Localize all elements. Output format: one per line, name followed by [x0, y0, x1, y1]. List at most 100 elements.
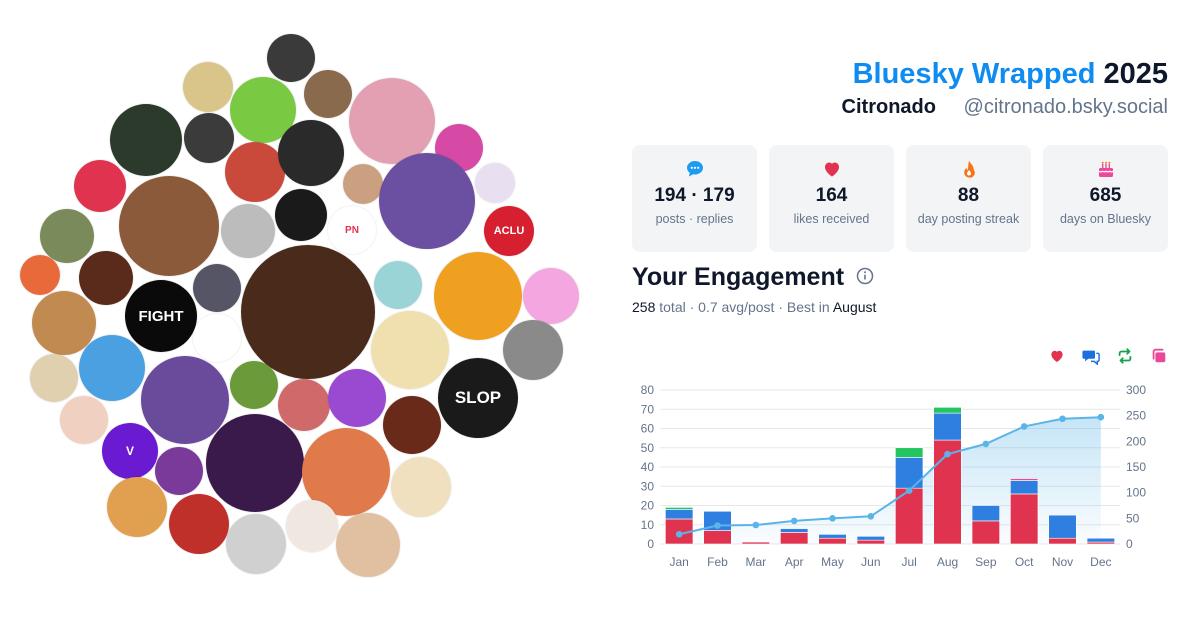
avatar[interactable]: [32, 291, 96, 355]
avatar[interactable]: [304, 70, 352, 118]
avatar[interactable]: [349, 78, 435, 164]
cumulative-point: [944, 450, 951, 458]
cumulative-point: [982, 440, 990, 448]
avatar[interactable]: [193, 264, 241, 312]
avatar[interactable]: [79, 335, 145, 401]
cumulative-point: [752, 521, 760, 529]
cumulative-point: [790, 517, 798, 525]
avatar[interactable]: [225, 142, 285, 202]
avatar[interactable]: [110, 104, 182, 176]
bar-segment: [933, 412, 962, 441]
stat-posts: 194 · 179 posts · replies: [632, 145, 757, 252]
bar-segment: [1010, 493, 1039, 545]
avatar[interactable]: FIGHT: [125, 280, 197, 352]
display-name: Citronado: [841, 96, 936, 118]
avatar[interactable]: [374, 261, 422, 309]
avatar[interactable]: [193, 314, 241, 362]
avatar[interactable]: V: [102, 423, 158, 479]
avatar[interactable]: [434, 252, 522, 340]
avatar[interactable]: [328, 369, 386, 427]
info-icon[interactable]: [856, 263, 874, 292]
y2-tick-label: 300: [1126, 383, 1146, 397]
bar-segment: [703, 530, 732, 545]
user-handle: @citronado.bsky.social: [963, 96, 1168, 118]
bar-segment: [780, 528, 809, 533]
bar-segment: [1048, 537, 1077, 545]
avatar[interactable]: [221, 204, 275, 258]
bar-segment: [971, 520, 1000, 545]
cake-icon: [1096, 159, 1116, 179]
avatar[interactable]: [40, 209, 94, 263]
avatar[interactable]: [79, 251, 133, 305]
avatar[interactable]: [241, 245, 375, 379]
avatar[interactable]: [183, 62, 233, 112]
avatar[interactable]: [141, 356, 229, 444]
bar-segment: [780, 532, 809, 545]
avatar[interactable]: [267, 34, 315, 82]
avatar[interactable]: [155, 447, 203, 495]
avatar[interactable]: [206, 414, 304, 512]
avatar[interactable]: [336, 513, 400, 577]
avatar[interactable]: [391, 457, 451, 517]
x-tick-label: May: [821, 555, 844, 569]
avatar[interactable]: [230, 361, 278, 409]
engagement-title: Your Engagement: [632, 263, 874, 292]
avatar[interactable]: [169, 494, 229, 554]
avatar[interactable]: [60, 396, 108, 444]
bar-segment: [856, 536, 885, 541]
avatar[interactable]: [503, 320, 563, 380]
avatar[interactable]: [286, 500, 338, 552]
avatar[interactable]: [379, 153, 475, 249]
avatar[interactable]: SLOP: [438, 358, 518, 438]
y2-tick-label: 200: [1126, 434, 1146, 448]
x-tick-label: Aug: [937, 555, 958, 569]
avatar[interactable]: [475, 163, 515, 203]
y-tick-label: 80: [641, 383, 655, 397]
y-tick-label: 20: [641, 499, 655, 513]
y-tick-label: 0: [647, 537, 654, 551]
stat-label: days on Bluesky: [1059, 212, 1152, 226]
avatar[interactable]: [523, 268, 579, 324]
y-tick-label: 60: [641, 422, 655, 436]
y-tick-label: 50: [641, 441, 655, 455]
avatar[interactable]: [107, 477, 167, 537]
chat-bubble-icon: [685, 159, 705, 179]
chart-legend: [1048, 347, 1168, 365]
bar-segment: [818, 534, 847, 539]
cumulative-point: [1097, 413, 1105, 421]
avatar[interactable]: ACLU: [484, 206, 534, 256]
avatar[interactable]: [278, 379, 330, 431]
stat-streak: 88 day posting streak: [906, 145, 1031, 252]
avatar[interactable]: [383, 396, 441, 454]
avatar[interactable]: [343, 164, 383, 204]
avatar-logo-text: V: [125, 444, 134, 458]
bar-segment: [1010, 478, 1039, 481]
bar-segment: [1048, 514, 1077, 539]
y-tick-label: 30: [641, 479, 655, 493]
avatar[interactable]: [184, 113, 234, 163]
flame-icon: [959, 159, 979, 179]
stat-value: 88: [957, 185, 980, 206]
avatar[interactable]: [275, 189, 327, 241]
avatar[interactable]: PN: [328, 206, 376, 254]
avatar[interactable]: [119, 176, 219, 276]
y-tick-label: 70: [641, 402, 655, 416]
avatar[interactable]: [226, 514, 286, 574]
cumulative-point: [1059, 415, 1066, 423]
avatar[interactable]: [30, 354, 78, 402]
user-line: Citronado @citronado.bsky.social: [842, 96, 1168, 119]
x-tick-label: Jul: [901, 555, 916, 569]
reply-icon: [1082, 347, 1100, 365]
avatar[interactable]: [74, 160, 126, 212]
bar-segment: [665, 509, 694, 520]
y-tick-label: 10: [641, 518, 655, 532]
x-tick-label: Jan: [669, 555, 688, 569]
avatar[interactable]: [371, 311, 449, 389]
avatar[interactable]: [278, 120, 344, 186]
heart-icon: [1048, 347, 1066, 365]
cumulative-point: [867, 512, 875, 520]
avatar[interactable]: [20, 255, 60, 295]
quote-icon: [1150, 347, 1168, 365]
page-title: Bluesky Wrapped 2025: [853, 58, 1168, 91]
